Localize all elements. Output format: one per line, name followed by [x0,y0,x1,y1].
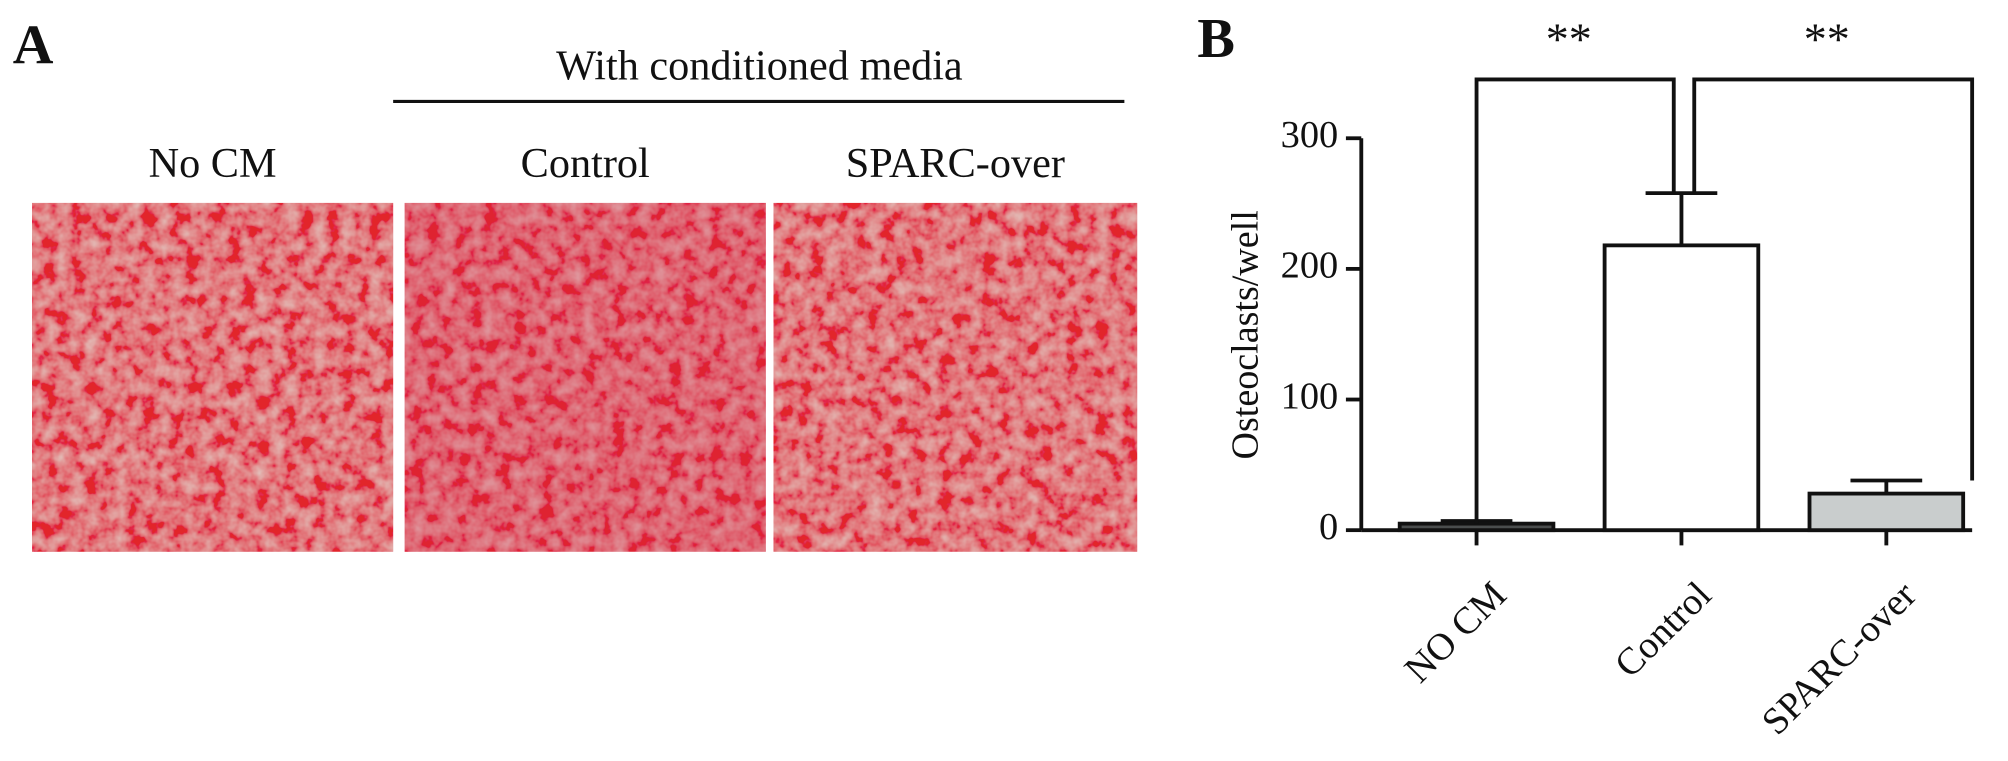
y-tick-label: 0 [1319,506,1338,548]
image-caption: Control [521,141,650,187]
y-axis-label: Osteoclasts/well [1224,210,1266,459]
y-tick-label: 100 [1281,375,1339,417]
group-title: With conditioned media [556,44,963,90]
image-caption: SPARC-over [846,141,1065,187]
significance-bracket [1692,77,1975,481]
bar [1397,521,1556,533]
y-tick-label: 200 [1281,245,1339,287]
bar [1807,491,1966,533]
panel-label: B [1197,8,1235,70]
image-caption: No CM [149,141,277,187]
significance-bracket [1474,77,1676,524]
x-tick-label: Control [1607,574,1720,686]
x-tick-label: NO CM [1397,574,1515,691]
micrograph-texture [773,202,1138,552]
micrograph-texture [404,202,766,552]
significance-label: ** [1804,14,1850,65]
x-tick-label: SPARC-over [1754,574,1925,743]
panel-label: A [13,15,54,77]
y-tick-label: 300 [1281,114,1339,156]
micrograph-texture [32,202,394,552]
significance-label: ** [1546,14,1592,65]
image-panel [32,202,1138,552]
bar [1602,243,1761,533]
